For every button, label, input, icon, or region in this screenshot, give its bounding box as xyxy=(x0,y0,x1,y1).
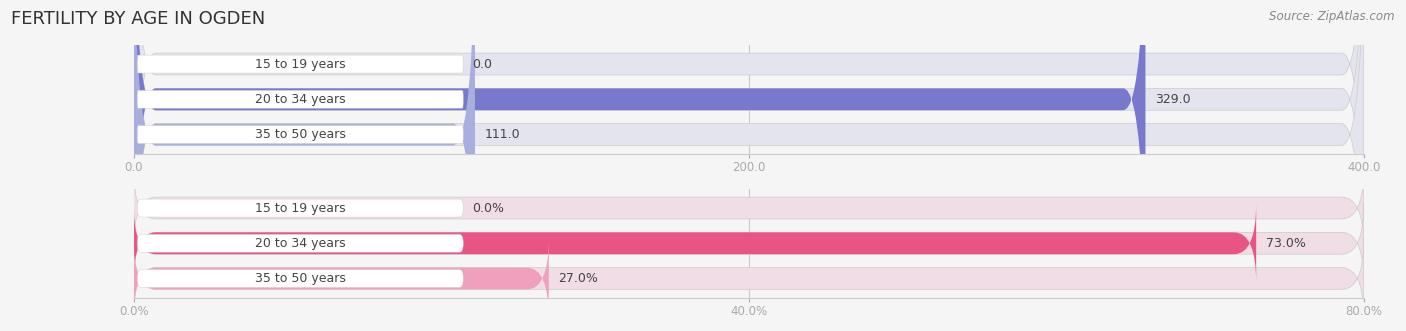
Text: 35 to 50 years: 35 to 50 years xyxy=(254,128,346,141)
FancyBboxPatch shape xyxy=(138,269,464,288)
Text: 15 to 19 years: 15 to 19 years xyxy=(254,58,346,71)
FancyBboxPatch shape xyxy=(138,199,464,217)
FancyBboxPatch shape xyxy=(138,55,464,73)
FancyBboxPatch shape xyxy=(134,204,1364,283)
FancyBboxPatch shape xyxy=(134,0,1364,331)
Text: 111.0: 111.0 xyxy=(485,128,520,141)
Text: Source: ZipAtlas.com: Source: ZipAtlas.com xyxy=(1270,10,1395,23)
FancyBboxPatch shape xyxy=(138,125,464,144)
Text: 27.0%: 27.0% xyxy=(558,272,599,285)
Text: 73.0%: 73.0% xyxy=(1265,237,1306,250)
FancyBboxPatch shape xyxy=(134,0,1364,331)
FancyBboxPatch shape xyxy=(134,0,475,331)
FancyBboxPatch shape xyxy=(138,90,464,108)
Text: 35 to 50 years: 35 to 50 years xyxy=(254,272,346,285)
Text: 15 to 19 years: 15 to 19 years xyxy=(254,202,346,214)
Text: 0.0: 0.0 xyxy=(472,58,492,71)
Text: 20 to 34 years: 20 to 34 years xyxy=(254,237,346,250)
FancyBboxPatch shape xyxy=(134,0,1364,307)
FancyBboxPatch shape xyxy=(134,239,548,318)
Text: 20 to 34 years: 20 to 34 years xyxy=(254,93,346,106)
Text: 329.0: 329.0 xyxy=(1156,93,1191,106)
FancyBboxPatch shape xyxy=(134,204,1256,283)
FancyBboxPatch shape xyxy=(134,239,1364,318)
FancyBboxPatch shape xyxy=(134,0,1146,331)
FancyBboxPatch shape xyxy=(138,234,464,252)
Text: 0.0%: 0.0% xyxy=(472,202,503,214)
Text: FERTILITY BY AGE IN OGDEN: FERTILITY BY AGE IN OGDEN xyxy=(11,10,266,28)
FancyBboxPatch shape xyxy=(134,168,1364,248)
